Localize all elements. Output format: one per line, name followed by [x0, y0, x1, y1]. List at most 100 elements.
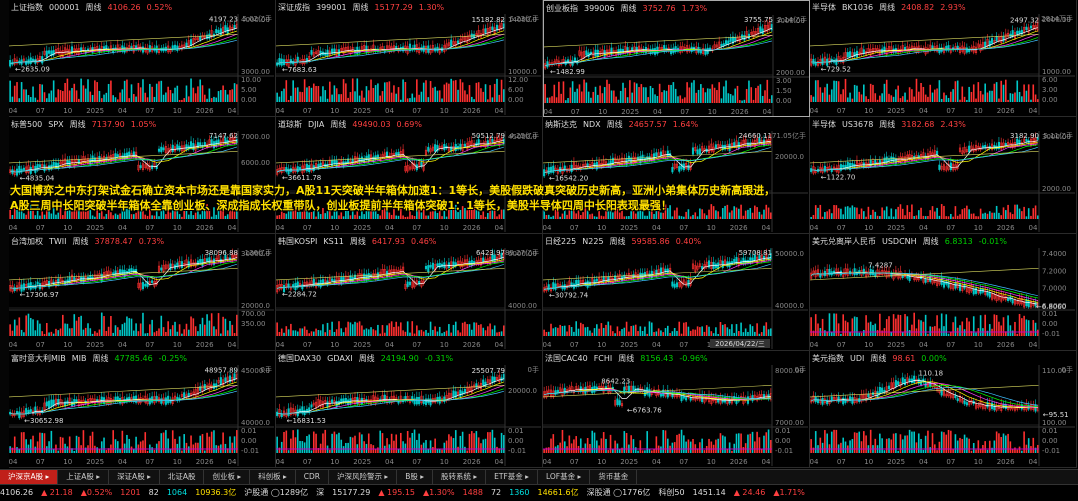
x-tick-label: 07 [303, 224, 312, 232]
tab-9[interactable]: 股转系统 ▸ [433, 470, 486, 484]
panel-period: 周线 [86, 3, 102, 12]
x-tick-label: 10 [864, 107, 873, 115]
tab-8[interactable]: B股 ▸ [397, 470, 433, 484]
x-tick-label: 04 [543, 458, 552, 466]
high-annotation: 3755.75 [744, 16, 773, 24]
x-tick-label: 2025 [86, 341, 104, 349]
x-tick-label: 04 [118, 341, 127, 349]
volume-readout: 5.02亿手 [242, 14, 272, 23]
tab-1[interactable]: 上证A股 ▸ [58, 470, 109, 484]
tab-3[interactable]: 北证A股 [160, 470, 205, 484]
candlestick-chart[interactable]: 50000.040000.004071020250407102026045970… [543, 248, 808, 349]
volume-readout: 136亿手 [245, 248, 272, 257]
x-tick-label: 07 [946, 224, 955, 232]
status-item: ▲1.30% [423, 488, 455, 497]
x-tick-label: 10 [974, 458, 983, 466]
tab-10[interactable]: ETF基金 ▸ [486, 470, 538, 484]
x-tick-label: 07 [679, 224, 688, 232]
tab-4[interactable]: 创业板 ▸ [204, 470, 250, 484]
panel-price: 24657.57 [629, 120, 667, 129]
tab-12[interactable]: 货币基金 [590, 470, 637, 484]
x-tick-label: 2026 [997, 224, 1015, 232]
x-tick-label: 04 [118, 107, 127, 115]
x-tick-label: 07 [145, 224, 154, 232]
low-annotation: ←16542.20 [549, 175, 588, 183]
y-tick-label: 7.0000 [1042, 285, 1067, 293]
panel-code: SPX [48, 120, 63, 129]
x-tick-label: 10 [440, 341, 449, 349]
tab-2[interactable]: 深证A股 ▸ [109, 470, 160, 484]
volume-tick-label: 3.00 [776, 77, 792, 85]
x-tick-label: 2026 [196, 341, 214, 349]
volume-readout: 4.25亿手 [509, 131, 539, 140]
panel-period: 周线 [621, 4, 637, 13]
status-item: ▲1.71% [773, 488, 805, 497]
volume-tick-label: 3.00 [1042, 86, 1058, 94]
x-tick-label: 07 [303, 107, 312, 115]
tab-6[interactable]: CDR [296, 470, 329, 484]
high-annotation: 4197.23 [209, 16, 238, 24]
panel-name: 富时意大利MIB [11, 354, 66, 363]
tab-11[interactable]: LOF基金 ▸ [538, 470, 590, 484]
tab-5[interactable]: 科创板 ▸ [250, 470, 296, 484]
panel-change: 1.73% [682, 4, 707, 13]
x-tick-label: 04 [276, 341, 285, 349]
status-item: 1201 [120, 488, 140, 497]
low-annotation: ←30792.74 [549, 291, 589, 299]
x-tick-label: 07 [570, 341, 579, 349]
x-tick-label: 04 [495, 341, 504, 349]
high-annotation: 24660.11 [739, 132, 772, 140]
x-tick-label: 04 [228, 107, 237, 115]
annotation-banner: 大国博弈之中东打架试金石确立资本市场还是靠国家实力，A股11天突破半年箱体加速1… [10, 183, 1070, 213]
panel-name: 半导体 [812, 120, 836, 129]
x-tick-label: 2026 [997, 107, 1015, 115]
x-tick-label: 10 [330, 341, 339, 349]
x-tick-label: 04 [919, 224, 928, 232]
tab-0[interactable]: 沪深京A股 ▸ [0, 470, 58, 484]
x-tick-label: 10 [597, 224, 606, 232]
x-tick-label: 04 [9, 224, 18, 232]
tab-7[interactable]: 沪深风险警示 ▸ [329, 470, 397, 484]
x-tick-label: 2026 [463, 341, 481, 349]
volume-tick-label: 0.00 [508, 96, 524, 104]
